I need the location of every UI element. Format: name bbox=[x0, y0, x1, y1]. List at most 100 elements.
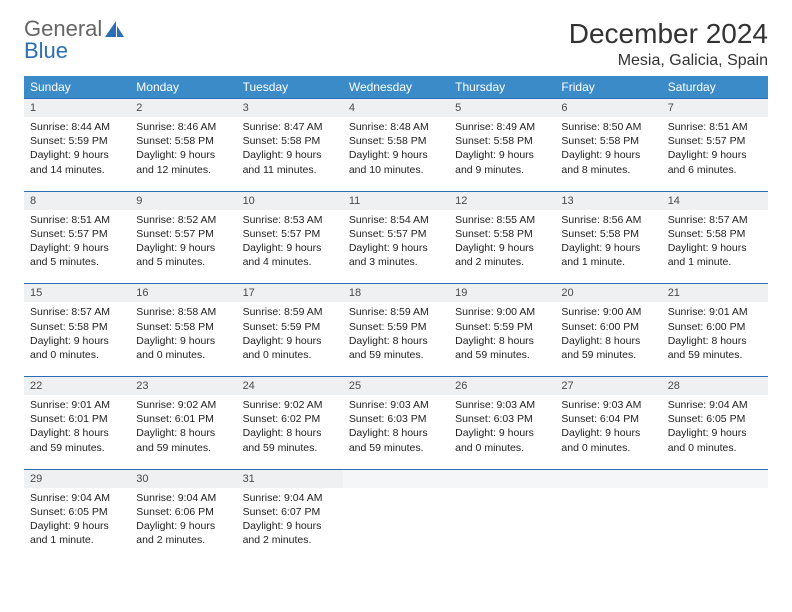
weekday-header: Tuesday bbox=[237, 76, 343, 99]
sunset-text: Sunset: 6:06 PM bbox=[136, 506, 214, 518]
daylight-text: Daylight: 9 hours and 12 minutes. bbox=[136, 149, 215, 175]
sunrise-text: Sunrise: 9:03 AM bbox=[349, 399, 429, 411]
day-number-cell: 10 bbox=[237, 191, 343, 210]
sunrise-text: Sunrise: 9:02 AM bbox=[136, 399, 216, 411]
day-number-cell: 26 bbox=[449, 377, 555, 396]
day-number-cell: 14 bbox=[662, 191, 768, 210]
sunset-text: Sunset: 6:01 PM bbox=[136, 413, 214, 425]
sunset-text: Sunset: 5:57 PM bbox=[668, 135, 746, 147]
daylight-text: Daylight: 9 hours and 6 minutes. bbox=[668, 149, 747, 175]
day-content-cell: Sunrise: 8:52 AMSunset: 5:57 PMDaylight:… bbox=[130, 210, 236, 284]
daylight-text: Daylight: 9 hours and 1 minute. bbox=[30, 520, 109, 546]
daylight-text: Daylight: 9 hours and 4 minutes. bbox=[243, 242, 322, 268]
daylight-text: Daylight: 9 hours and 2 minutes. bbox=[136, 520, 215, 546]
daylight-text: Daylight: 9 hours and 8 minutes. bbox=[561, 149, 640, 175]
sunset-text: Sunset: 5:58 PM bbox=[136, 135, 214, 147]
day-content-cell: Sunrise: 8:51 AMSunset: 5:57 PMDaylight:… bbox=[662, 117, 768, 191]
day-number-row: 22232425262728 bbox=[24, 377, 768, 396]
day-content-cell: Sunrise: 9:02 AMSunset: 6:02 PMDaylight:… bbox=[237, 395, 343, 469]
sunrise-text: Sunrise: 9:04 AM bbox=[30, 492, 110, 504]
sunset-text: Sunset: 6:05 PM bbox=[668, 413, 746, 425]
sunrise-text: Sunrise: 9:02 AM bbox=[243, 399, 323, 411]
sunset-text: Sunset: 6:07 PM bbox=[243, 506, 321, 518]
day-content-cell: Sunrise: 8:57 AM Sunset: 5:58 PM Daylight:… bbox=[662, 210, 768, 284]
day-number-cell bbox=[555, 469, 661, 488]
sunrise-text: Sunrise: 8:55 AM bbox=[455, 214, 535, 226]
day-content-cell: Sunrise: 9:00 AMSunset: 5:59 PMDaylight:… bbox=[449, 302, 555, 376]
daylight-text: Daylight: 9 hours and 0 minutes. bbox=[561, 427, 640, 453]
sunrise-text: Sunrise: 8:59 AM bbox=[243, 306, 323, 318]
daylight-text: Daylight: 8 hours and 59 minutes. bbox=[455, 335, 534, 361]
day-number-cell: 1 bbox=[24, 99, 130, 118]
sunrise-text: Sunrise: 8:49 AM bbox=[455, 121, 535, 133]
sunset-text: Sunset: 5:58 PM bbox=[668, 228, 746, 240]
sunrise-text: Sunrise: 8:46 AM bbox=[136, 121, 216, 133]
day-number-cell bbox=[662, 469, 768, 488]
sunrise-text: Sunrise: 8:44 AM bbox=[30, 121, 110, 133]
day-number-cell: 29 bbox=[24, 469, 130, 488]
day-content-cell: Sunrise: 8:49 AMSunset: 5:58 PMDaylight:… bbox=[449, 117, 555, 191]
sunrise-text: Sunrise: 8:56 AM bbox=[561, 214, 641, 226]
daylight-text: Daylight: 9 hours and 0 minutes. bbox=[30, 335, 109, 361]
weekday-header: Thursday bbox=[449, 76, 555, 99]
daylight-text: Daylight: 9 hours and 3 minutes. bbox=[349, 242, 428, 268]
day-number-cell: 15 bbox=[24, 284, 130, 303]
day-number-row: 293031 bbox=[24, 469, 768, 488]
day-content-cell: Sunrise: 8:44 AMSunset: 5:59 PMDaylight:… bbox=[24, 117, 130, 191]
sunrise-text: Sunrise: 9:00 AM bbox=[455, 306, 535, 318]
day-number-cell: 20 bbox=[555, 284, 661, 303]
sunrise-text: Sunrise: 8:48 AM bbox=[349, 121, 429, 133]
calendar-table: SundayMondayTuesdayWednesdayThursdayFrid… bbox=[24, 76, 768, 561]
day-content-row: Sunrise: 8:57 AMSunset: 5:58 PMDaylight:… bbox=[24, 302, 768, 376]
sunrise-text: Sunrise: 8:59 AM bbox=[349, 306, 429, 318]
daylight-text: Daylight: 9 hours and 0 minutes. bbox=[136, 335, 215, 361]
sunset-text: Sunset: 5:59 PM bbox=[243, 321, 321, 333]
day-number-cell: 24 bbox=[237, 377, 343, 396]
sunrise-text: Sunrise: 9:03 AM bbox=[455, 399, 535, 411]
daylight-text: Daylight: 9 hours and 9 minutes. bbox=[455, 149, 534, 175]
sunrise-text: Sunrise: 8:50 AM bbox=[561, 121, 641, 133]
day-number-cell: 22 bbox=[24, 377, 130, 396]
day-content-cell: Sunrise: 8:53 AMSunset: 5:57 PMDaylight:… bbox=[237, 210, 343, 284]
logo: General Blue bbox=[24, 18, 126, 62]
day-content-cell: Sunrise: 9:03 AMSunset: 6:03 PMDaylight:… bbox=[343, 395, 449, 469]
day-number-cell: 16 bbox=[130, 284, 236, 303]
sunrise-text: Sunrise: 8:47 AM bbox=[243, 121, 323, 133]
day-number-cell: 7 bbox=[662, 99, 768, 118]
sunset-text: Sunset: 5:57 PM bbox=[349, 228, 427, 240]
sunset-text: Sunset: 5:58 PM bbox=[30, 321, 108, 333]
sunrise-text: Sunrise: 8:54 AM bbox=[349, 214, 429, 226]
daylight-text: Daylight: 8 hours and 59 minutes. bbox=[30, 427, 109, 453]
sunrise-text: Sunrise: 9:01 AM bbox=[30, 399, 110, 411]
day-content-cell: Sunrise: 8:59 AMSunset: 5:59 PMDaylight:… bbox=[343, 302, 449, 376]
day-number-cell: 19 bbox=[449, 284, 555, 303]
day-number-cell: 25 bbox=[343, 377, 449, 396]
day-content-cell: Sunrise: 8:50 AMSunset: 5:58 PMDaylight:… bbox=[555, 117, 661, 191]
sunrise-text: Sunrise: 9:00 AM bbox=[561, 306, 641, 318]
day-content-cell: Sunrise: 9:04 AMSunset: 6:05 PMDaylight:… bbox=[24, 488, 130, 562]
sunset-text: Sunset: 5:58 PM bbox=[136, 321, 214, 333]
sunrise-text: Sunrise: 9:04 AM bbox=[668, 399, 748, 411]
sunrise-text: Sunrise: 8:53 AM bbox=[243, 214, 323, 226]
day-content-cell: Sunrise: 8:58 AM Sunset: 5:58 PM Daylight:… bbox=[130, 302, 236, 376]
day-content-cell: Sunrise: 9:01 AMSunset: 6:00 PMDaylight:… bbox=[662, 302, 768, 376]
sunrise-text: Sunrise: 8:58 AM bbox=[136, 306, 216, 318]
day-content-cell bbox=[662, 488, 768, 562]
day-number-cell: 17 bbox=[237, 284, 343, 303]
day-content-cell: Sunrise: 8:48 AMSunset: 5:58 PMDaylight:… bbox=[343, 117, 449, 191]
sunset-text: Sunset: 5:57 PM bbox=[136, 228, 214, 240]
sunset-text: Sunset: 6:00 PM bbox=[668, 321, 746, 333]
day-content-cell: Sunrise: 9:01 AMSunset: 6:01 PMDaylight:… bbox=[24, 395, 130, 469]
day-number-cell: 31 bbox=[237, 469, 343, 488]
day-number-cell: 6 bbox=[555, 99, 661, 118]
day-number-row: 1234567 bbox=[24, 99, 768, 118]
sunset-text: Sunset: 6:02 PM bbox=[243, 413, 321, 425]
sunset-text: Sunset: 5:59 PM bbox=[30, 135, 108, 147]
day-content-cell: Sunrise: 9:03 AMSunset: 6:03 PMDaylight:… bbox=[449, 395, 555, 469]
title-block: December 2024 Mesia, Galicia, Spain bbox=[569, 18, 768, 70]
daylight-text: Daylight: 9 hours and 2 minutes. bbox=[455, 242, 534, 268]
daylight-text: Daylight: 9 hours and 1 minute. bbox=[668, 242, 747, 268]
month-title: December 2024 bbox=[569, 18, 768, 50]
sunrise-text: Sunrise: 8:57 AM bbox=[668, 214, 748, 226]
day-content-cell: Sunrise: 8:55 AMSunset: 5:58 PMDaylight:… bbox=[449, 210, 555, 284]
